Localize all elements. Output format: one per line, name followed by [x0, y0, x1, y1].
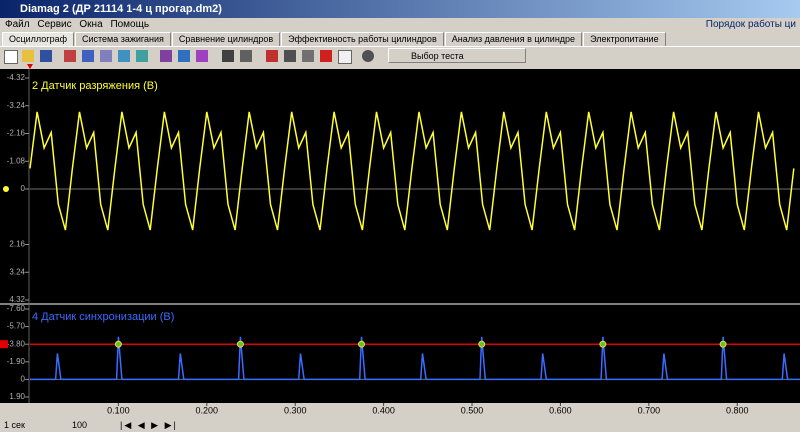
tool-button[interactable]: [136, 50, 148, 62]
y-tick-label: -3.80: [7, 339, 26, 348]
tool-button[interactable]: [284, 50, 296, 62]
trace-title: 4 Датчик синхронизации (В): [32, 311, 174, 323]
y-tick-label: -1.90: [7, 357, 26, 366]
trace: [30, 336, 800, 381]
menu-link[interactable]: Порядок работы ци: [705, 19, 796, 30]
tab[interactable]: Сравнение цилиндров: [171, 32, 281, 46]
tool-button[interactable]: [64, 50, 76, 62]
trace-title: 2 Датчик разряжения (В): [32, 80, 158, 92]
sync-marker: [236, 340, 244, 348]
time-scale[interactable]: 1 сек: [4, 420, 25, 430]
save-button[interactable]: [40, 50, 52, 62]
y-tick-label: 1.90: [9, 392, 25, 401]
tab[interactable]: Анализ давления в цилиндре: [444, 32, 583, 46]
status-bar: 1 сек 100 |◀ ◀ ▶ ▶|: [0, 419, 800, 432]
open-button[interactable]: [22, 50, 34, 62]
zoom-button[interactable]: [118, 50, 130, 62]
x-axis-area: [0, 403, 800, 419]
tool-button[interactable]: [240, 50, 252, 62]
tool-button[interactable]: [100, 50, 112, 62]
menu-item[interactable]: Помощь: [110, 19, 150, 30]
trace: [29, 111, 795, 231]
y-tick-label: -2.16: [7, 129, 26, 138]
y-tick-label: -5.70: [7, 322, 26, 331]
tool-button[interactable]: [320, 50, 332, 62]
y-tick-label: 0: [21, 184, 26, 193]
nav-buttons[interactable]: |◀ ◀ ▶ ▶|: [120, 420, 178, 430]
y-tick-label: -7.60: [7, 304, 26, 313]
title-bar: Diamag 2 (ДР 21114 1-4 ц прогар.dm2): [0, 0, 800, 18]
cursor-marker: [27, 64, 33, 69]
x-tick-label: 0.800: [726, 405, 749, 415]
oscilloscope: -4.32 -3.24 -2.16 -1.08 0 2.16 3.24 4.32 2 Датчи…: [0, 64, 800, 419]
y-tick-label: 2.16: [9, 240, 25, 249]
x-tick-label: 0.600: [549, 405, 572, 415]
menu-item[interactable]: Окна: [79, 19, 103, 30]
tab[interactable]: Система зажигания: [75, 32, 171, 46]
zoom-value[interactable]: 100: [72, 420, 88, 430]
tool-button[interactable]: [338, 50, 352, 64]
sync-marker: [599, 340, 607, 348]
menu-item[interactable]: Файл: [5, 19, 30, 30]
y-tick-label: 0: [21, 375, 26, 384]
y-tick-label: -1.08: [7, 156, 26, 165]
tool-button[interactable]: [160, 50, 172, 62]
plot-background: [0, 69, 800, 403]
sync-marker: [358, 340, 366, 348]
y-tick-label: -4.32: [7, 73, 26, 82]
x-tick-label: 0.400: [372, 405, 395, 415]
y-tick-label: 3.24: [9, 267, 25, 276]
menu-bar: Файл Сервис Окна Помощь: [0, 18, 800, 32]
sync-marker: [114, 340, 122, 348]
tool-button[interactable]: [196, 50, 208, 62]
x-tick-label: 0.200: [196, 405, 219, 415]
menu-item[interactable]: Сервис: [37, 19, 72, 30]
sync-marker: [719, 340, 727, 348]
y-tick-label: 4.32: [9, 295, 25, 304]
timer-button[interactable]: [362, 50, 374, 62]
sync-marker: [478, 340, 486, 348]
tool-button[interactable]: [82, 50, 94, 62]
x-tick-label: 0.700: [638, 405, 661, 415]
tab[interactable]: Электропитание: [583, 32, 666, 46]
x-tick-label: 0.500: [461, 405, 484, 415]
x-tick-label: 0.300: [284, 405, 307, 415]
tool-button[interactable]: [302, 50, 314, 62]
tab-strip: Осциллограф Система зажигания Сравнение …: [2, 32, 667, 46]
offset-marker: [3, 186, 9, 192]
new-button[interactable]: [4, 50, 18, 64]
threshold-tag: [0, 340, 8, 349]
x-tick-label: 0.100: [107, 405, 130, 415]
tab[interactable]: Осциллограф: [2, 32, 74, 46]
y-tick-label: -3.24: [7, 101, 26, 110]
test-select[interactable]: Выбор теста: [388, 48, 526, 63]
tool-button[interactable]: [266, 50, 278, 62]
tool-button[interactable]: [178, 50, 190, 62]
toolbar: Выбор теста: [0, 46, 800, 65]
ruler: [0, 64, 800, 68]
tool-button[interactable]: [222, 50, 234, 62]
tab[interactable]: Эффективность работы цилиндров: [281, 32, 444, 46]
